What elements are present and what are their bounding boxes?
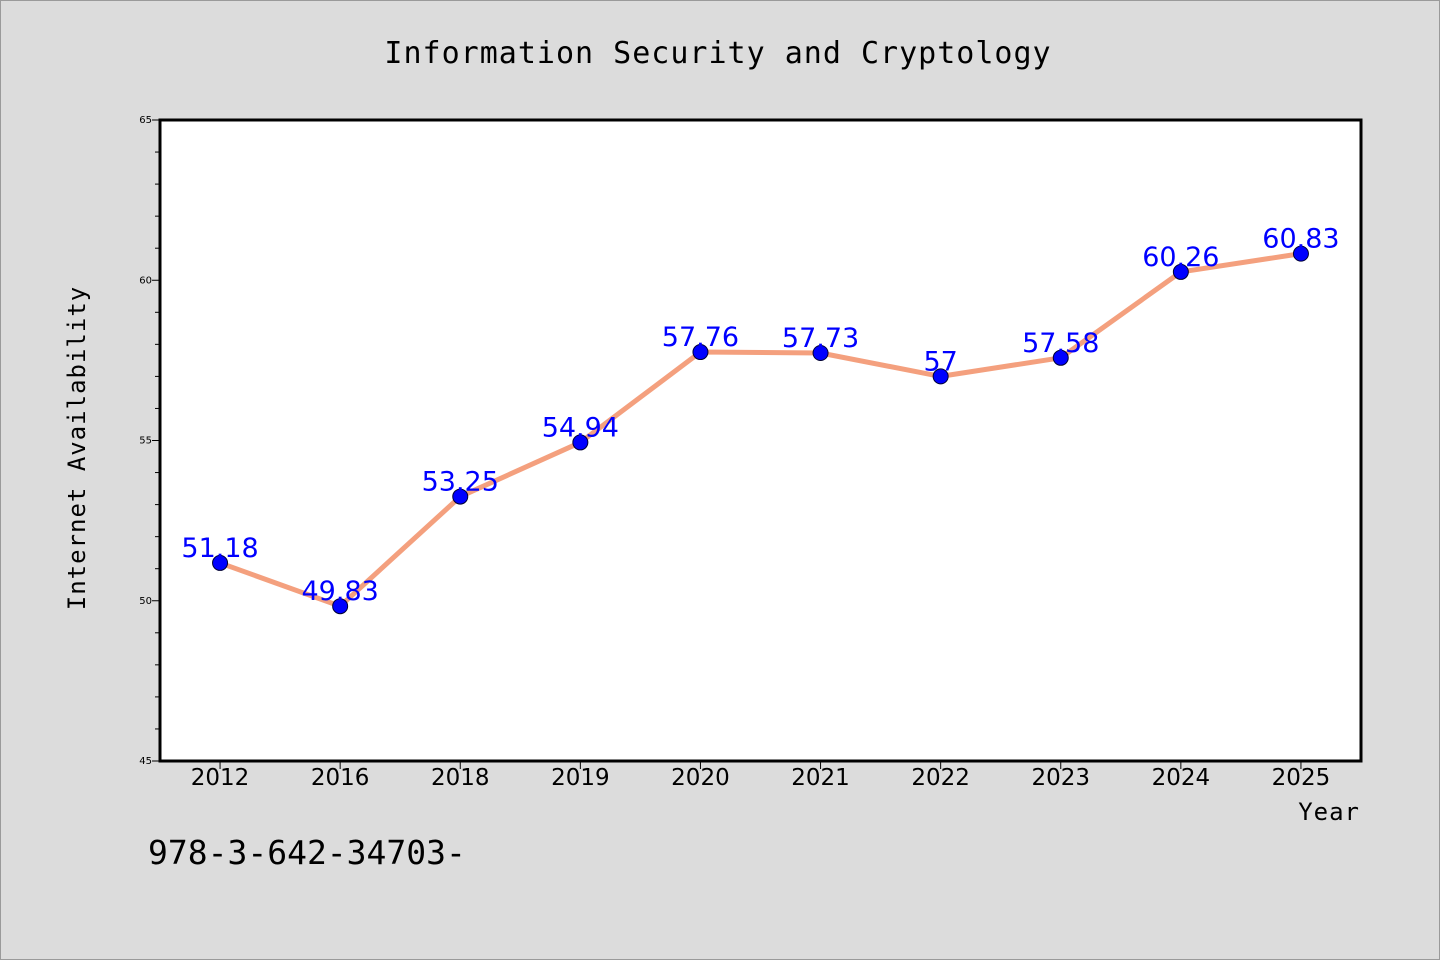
data-label: 57.73 bbox=[782, 323, 859, 354]
data-point bbox=[572, 434, 589, 451]
data-point bbox=[692, 344, 709, 361]
data-label: 60.83 bbox=[1262, 224, 1339, 255]
x-tick-label: 2025 bbox=[1272, 765, 1331, 791]
plot-area bbox=[158, 118, 1363, 763]
data-label: 57.76 bbox=[662, 322, 739, 353]
y-tick-label: 60 bbox=[139, 275, 152, 286]
footnote-isbn: 978-3-642-34703- bbox=[148, 833, 466, 872]
data-label: 49.83 bbox=[302, 576, 379, 607]
x-tick-label: 2018 bbox=[431, 765, 490, 791]
y-tick-label: 65 bbox=[139, 115, 152, 126]
y-axis: 45 50 55 60 65 bbox=[139, 115, 160, 767]
data-point bbox=[452, 488, 469, 505]
y-axis-title: Internet Availability bbox=[63, 286, 91, 610]
data-point bbox=[812, 345, 829, 362]
x-tick-label: 2021 bbox=[791, 765, 850, 791]
data-label: 53.25 bbox=[422, 467, 499, 498]
data-point bbox=[212, 554, 229, 571]
series-line bbox=[217, 251, 1304, 609]
data-label: 60.26 bbox=[1142, 242, 1219, 273]
x-tick-label: 2024 bbox=[1152, 765, 1211, 791]
x-tick-label: 2012 bbox=[191, 765, 250, 791]
data-point bbox=[332, 598, 349, 615]
x-tick-label: 2023 bbox=[1031, 765, 1090, 791]
y-tick-label: 55 bbox=[139, 436, 152, 447]
x-axis-title: Year bbox=[1298, 798, 1360, 826]
x-axis: 2012 2016 2018 2019 2020 2021 2022 2023 2024 2025 bbox=[191, 761, 1330, 791]
data-point bbox=[1172, 263, 1189, 280]
y-tick-label: 50 bbox=[139, 596, 152, 607]
x-tick-label: 2019 bbox=[551, 765, 610, 791]
x-tick-label: 2016 bbox=[311, 765, 370, 791]
data-label: 57 bbox=[923, 346, 957, 377]
y-tick-label: 45 bbox=[139, 756, 152, 767]
x-tick-label: 2022 bbox=[911, 765, 970, 791]
data-label: 57.58 bbox=[1022, 328, 1099, 359]
data-point bbox=[1052, 349, 1069, 366]
data-point bbox=[1292, 245, 1309, 262]
data-label: 51.18 bbox=[181, 533, 258, 564]
series-group: 51.18 49.83 53.25 54.94 57.76 57.73 57 57.58 60.… bbox=[181, 224, 1340, 615]
data-point bbox=[932, 368, 949, 385]
chart-title: Information Security and Cryptology bbox=[384, 36, 1051, 71]
x-tick-label: 2020 bbox=[671, 765, 730, 791]
data-label: 54.94 bbox=[542, 412, 619, 443]
